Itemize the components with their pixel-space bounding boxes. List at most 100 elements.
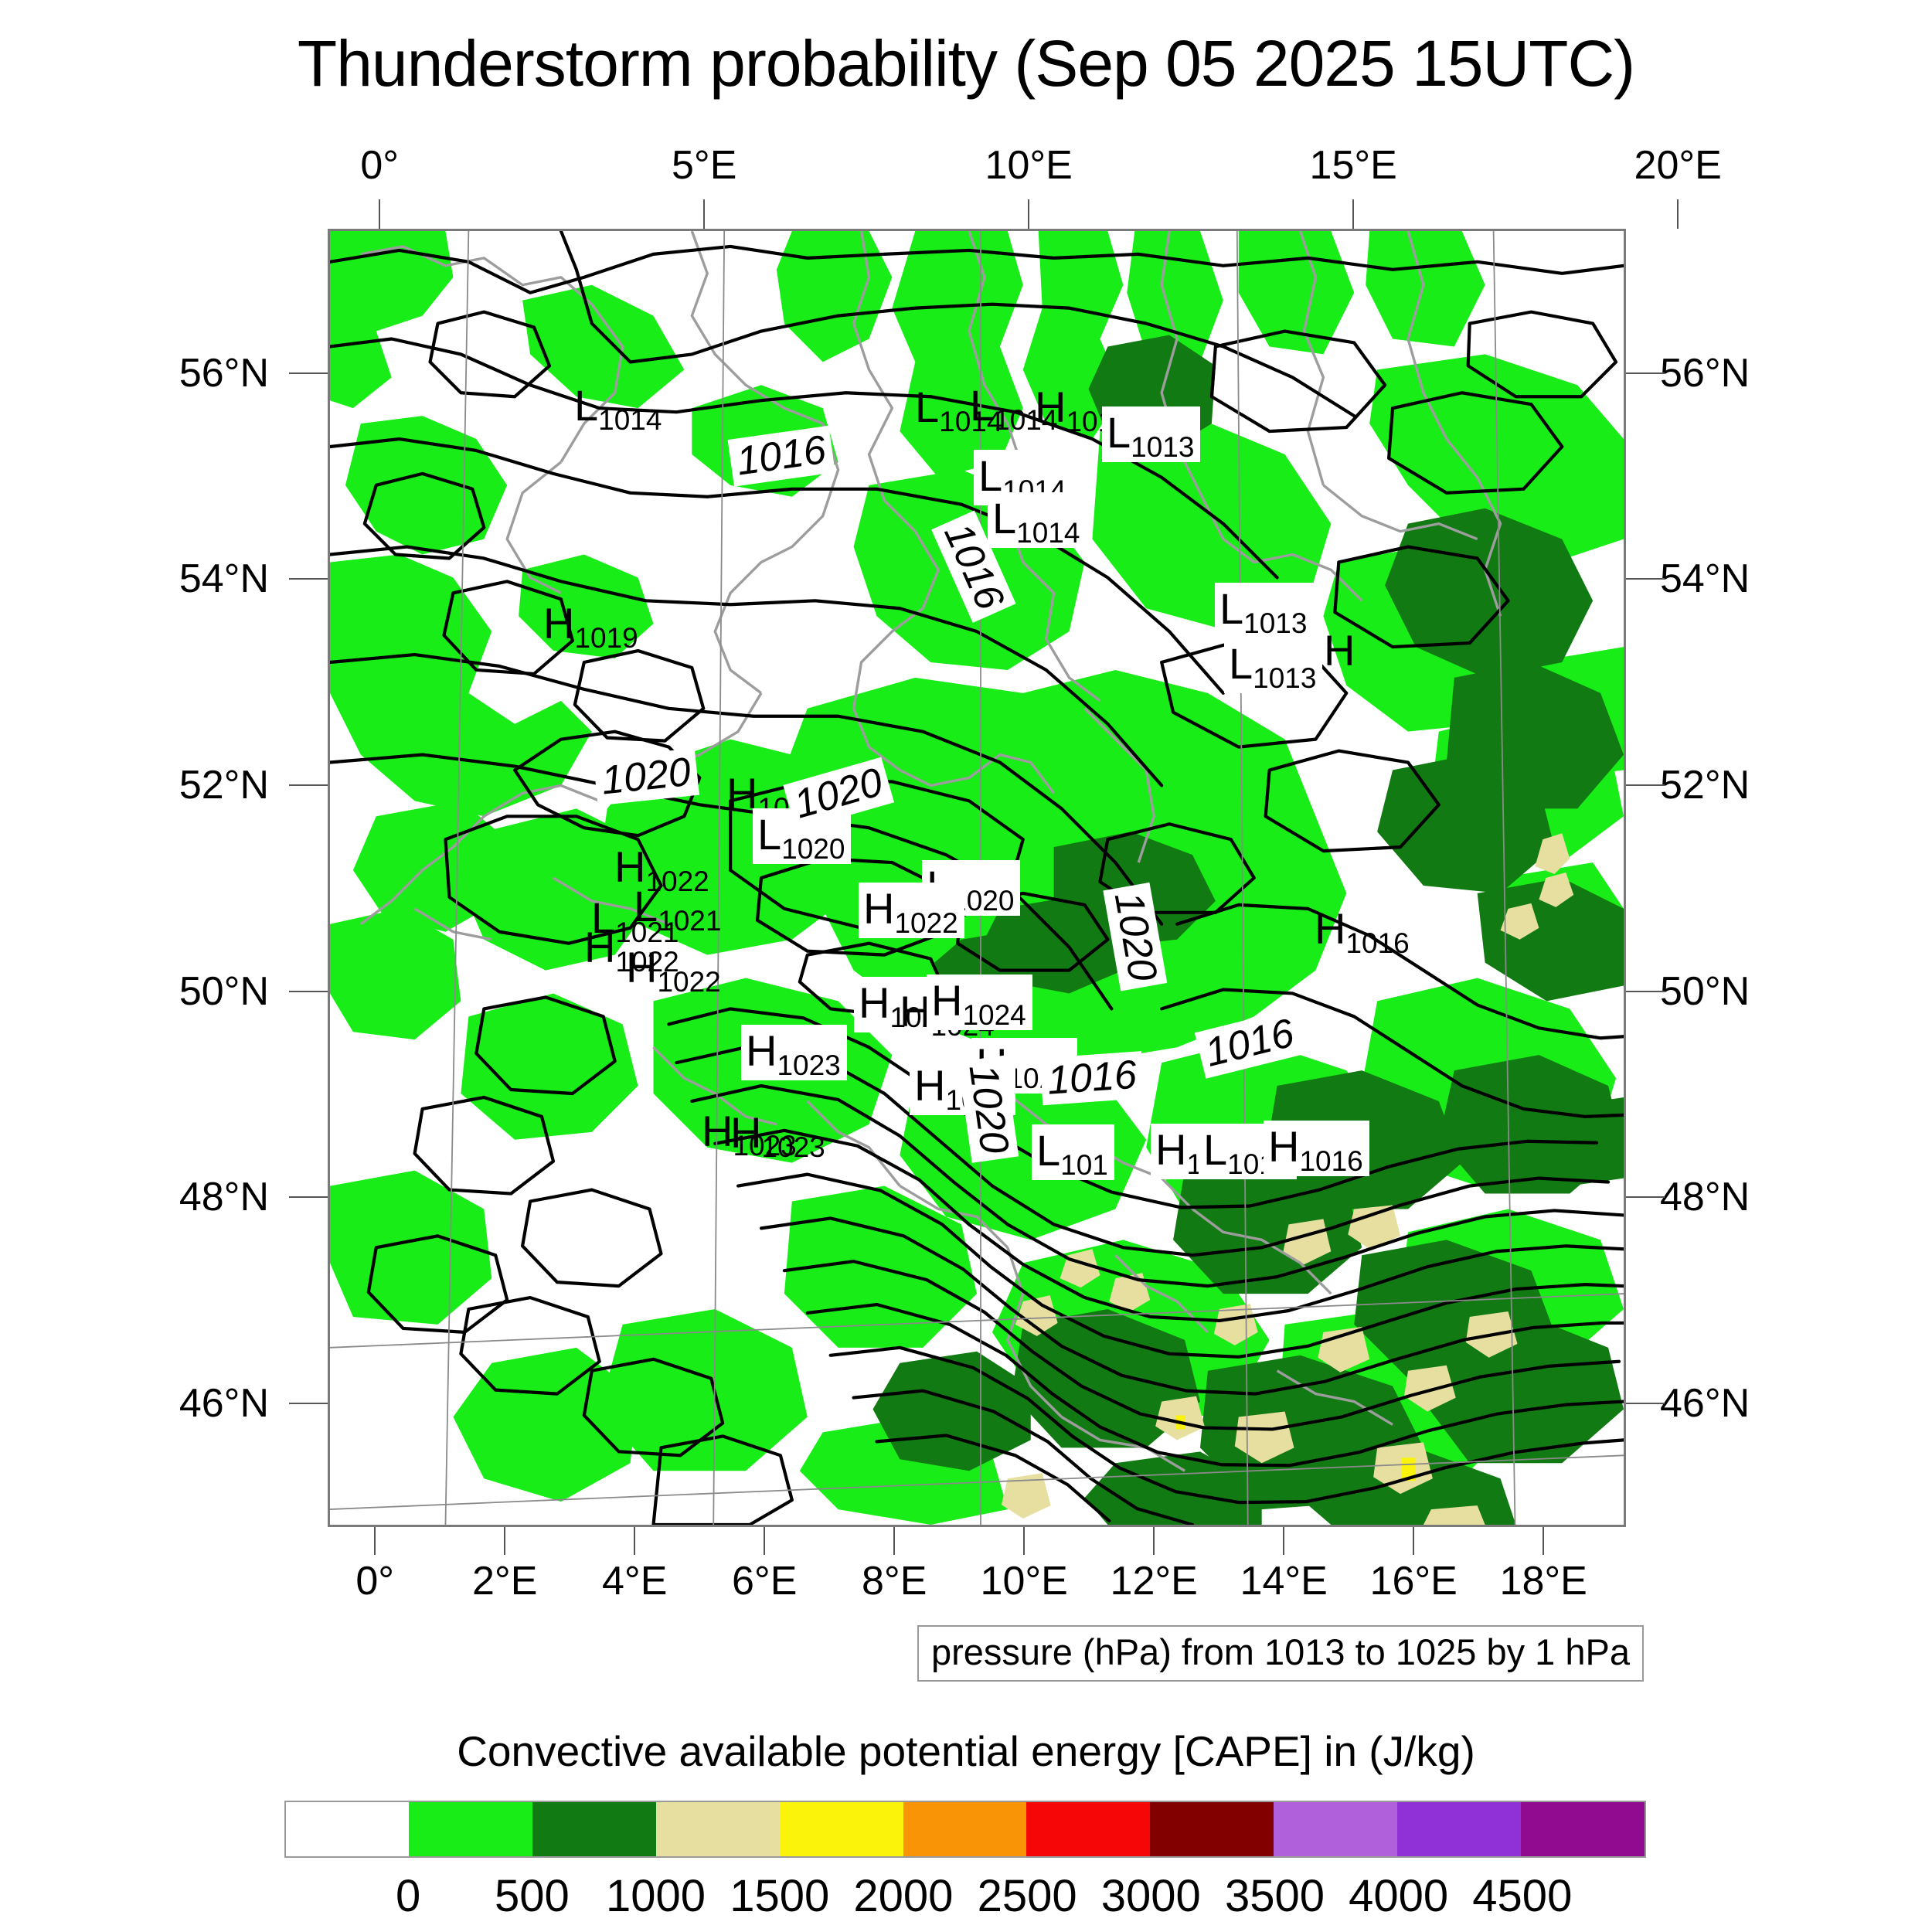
pressure-low-marker: L1014 <box>915 383 1002 437</box>
pressure-marker-value: 1021 <box>658 905 722 937</box>
pressure-marker-type: H <box>900 987 931 1036</box>
axis-tick-mark <box>1626 1196 1665 1199</box>
axis-tick-mark <box>289 990 328 992</box>
pressure-low-marker: L1013 <box>1102 406 1201 463</box>
lon-tick-bottom-4: 8°E <box>861 1559 927 1604</box>
pressure-high-marker: H1016 <box>1264 1121 1369 1176</box>
colorbar-band-9[interactable] <box>1397 1802 1522 1856</box>
axis-tick-mark <box>1626 372 1665 374</box>
lon-tick-top-4: 20°E <box>1634 143 1722 188</box>
pressure-marker-type: L <box>757 810 782 859</box>
axis-tick-mark <box>1023 1527 1026 1555</box>
pressure-marker-value: 1014 <box>1016 517 1080 549</box>
lat-tick-left-5: 46°N <box>179 1381 269 1426</box>
pressure-marker-type: L <box>978 451 1003 500</box>
pressure-marker-value: 1022 <box>657 966 721 998</box>
pressure-marker-value: 1013 <box>1131 431 1195 463</box>
colorbar-band-2[interactable] <box>532 1802 656 1856</box>
axis-tick-mark <box>1626 1403 1665 1404</box>
axis-tick-mark <box>289 1196 328 1199</box>
pressure-marker-type: H <box>931 976 963 1025</box>
colorbar-band-4[interactable] <box>779 1802 903 1856</box>
graticule <box>330 231 1624 1525</box>
axis-tick-mark <box>634 1527 636 1555</box>
axis-tick-mark <box>1543 1527 1545 1555</box>
colorbar-band-6[interactable] <box>1026 1802 1151 1856</box>
axis-tick-mark <box>1626 784 1665 786</box>
pressure-low-marker: L1013 <box>1215 583 1314 638</box>
colorbar-tick-3: 1500 <box>730 1871 830 1921</box>
colorbar-title: Convective available potential energy [C… <box>457 1727 1475 1775</box>
pressure-high-marker: H1024 <box>927 975 1032 1030</box>
lon-tick-top-2: 10°E <box>985 143 1073 188</box>
pressure-contour-caption: pressure (hPa) from 1013 to 1025 by 1 hP… <box>917 1625 1644 1682</box>
pressure-marker-type: H <box>1315 904 1346 953</box>
colorbar-tick-7: 3500 <box>1224 1871 1325 1921</box>
axis-tick-mark <box>1626 990 1665 992</box>
colorbar-band-3[interactable] <box>655 1802 780 1856</box>
pressure-marker-value: 1014 <box>994 404 1058 436</box>
colorbar-band-1[interactable] <box>408 1802 532 1856</box>
lat-tick-left-1: 54°N <box>179 556 269 602</box>
pressure-low-marker: L1021 <box>634 882 721 936</box>
lon-tick-bottom-6: 12°E <box>1110 1559 1198 1604</box>
lat-tick-left-3: 50°N <box>179 968 269 1014</box>
pressure-marker-type: L <box>915 383 940 431</box>
colorbar-band-5[interactable] <box>903 1802 1027 1856</box>
lon-tick-bottom-3: 6°E <box>731 1559 798 1604</box>
pressure-marker-type: H <box>543 599 575 648</box>
cape-colorbar[interactable] <box>284 1801 1646 1858</box>
axis-tick-mark <box>504 1527 506 1555</box>
pressure-high-marker: H1023 <box>702 1110 797 1161</box>
lon-tick-top-3: 15°E <box>1309 143 1397 188</box>
lon-tick-bottom-7: 14°E <box>1240 1559 1328 1604</box>
axis-tick-mark <box>379 199 381 229</box>
axis-tick-mark <box>1677 199 1679 229</box>
pressure-marker-type: L <box>634 882 658 930</box>
lat-tick-right-4: 48°N <box>1660 1175 1750 1220</box>
colorbar-tick-6: 3000 <box>1100 1871 1201 1921</box>
colorbar-tick-2: 1000 <box>606 1871 706 1921</box>
colorbar-band-7[interactable] <box>1150 1802 1274 1856</box>
axis-tick-mark <box>1626 578 1665 580</box>
pressure-marker-value: 1013 <box>1253 662 1317 694</box>
lon-tick-top-0: 0° <box>360 143 400 188</box>
pressure-marker-type: L <box>1107 408 1131 457</box>
pressure-marker-type: H <box>859 978 890 1027</box>
axis-tick-mark <box>764 1527 766 1555</box>
colorbar-tick-5: 2500 <box>977 1871 1077 1921</box>
colorbar-band-0[interactable] <box>286 1802 409 1856</box>
lat-tick-left-0: 56°N <box>179 350 269 396</box>
lat-tick-left-4: 48°N <box>179 1175 269 1220</box>
pressure-low-marker: L1021 <box>591 893 679 947</box>
colorbar-tick-8: 4000 <box>1349 1871 1449 1921</box>
pressure-marker-type: L <box>591 893 616 942</box>
pressure-low-marker: L1014 <box>970 384 1057 435</box>
pressure-marker-type: H <box>730 1108 762 1157</box>
axis-tick-mark <box>1413 1527 1415 1555</box>
pressure-marker-value: 1023 <box>733 1130 797 1162</box>
colorbar-tick-1: 500 <box>494 1871 570 1921</box>
pressure-marker-type: H <box>914 1061 946 1110</box>
lat-tick-right-0: 56°N <box>1660 350 1750 396</box>
colorbar-band-8[interactable] <box>1274 1802 1398 1856</box>
pressure-marker-value: 1022 <box>615 946 679 978</box>
pressure-low-marker: L1014 <box>574 381 662 435</box>
pressure-marker-value: 1023 <box>777 1049 841 1081</box>
pressure-marker-type: L <box>574 381 599 430</box>
map-plot-area[interactable]: L1014 L1014 L1014 H1015 L1013 L1014 L1014 H1019… <box>328 229 1626 1527</box>
colorbar-tick-9: 4500 <box>1472 1871 1573 1921</box>
pressure-marker-type: L <box>1036 1126 1061 1175</box>
contour-value-label: 1016 <box>1039 1051 1145 1105</box>
pressure-low-marker: L1014 <box>988 492 1087 549</box>
pressure-high-marker: H1023 <box>741 1025 847 1080</box>
pressure-marker-type: H <box>726 769 758 818</box>
pressure-marker-type: H <box>863 884 895 933</box>
colorbar-band-10[interactable] <box>1521 1802 1645 1856</box>
pressure-marker-type: H <box>626 943 658 992</box>
axis-tick-mark <box>289 784 328 786</box>
lon-tick-bottom-0: 0° <box>355 1559 395 1604</box>
pressure-low-marker: L1013 <box>1224 638 1323 694</box>
axis-tick-mark <box>289 578 328 580</box>
colorbar-tick-labels: 0 500 1000 1500 2000 2500 3000 3500 4000 4500 <box>284 1870 1646 1924</box>
